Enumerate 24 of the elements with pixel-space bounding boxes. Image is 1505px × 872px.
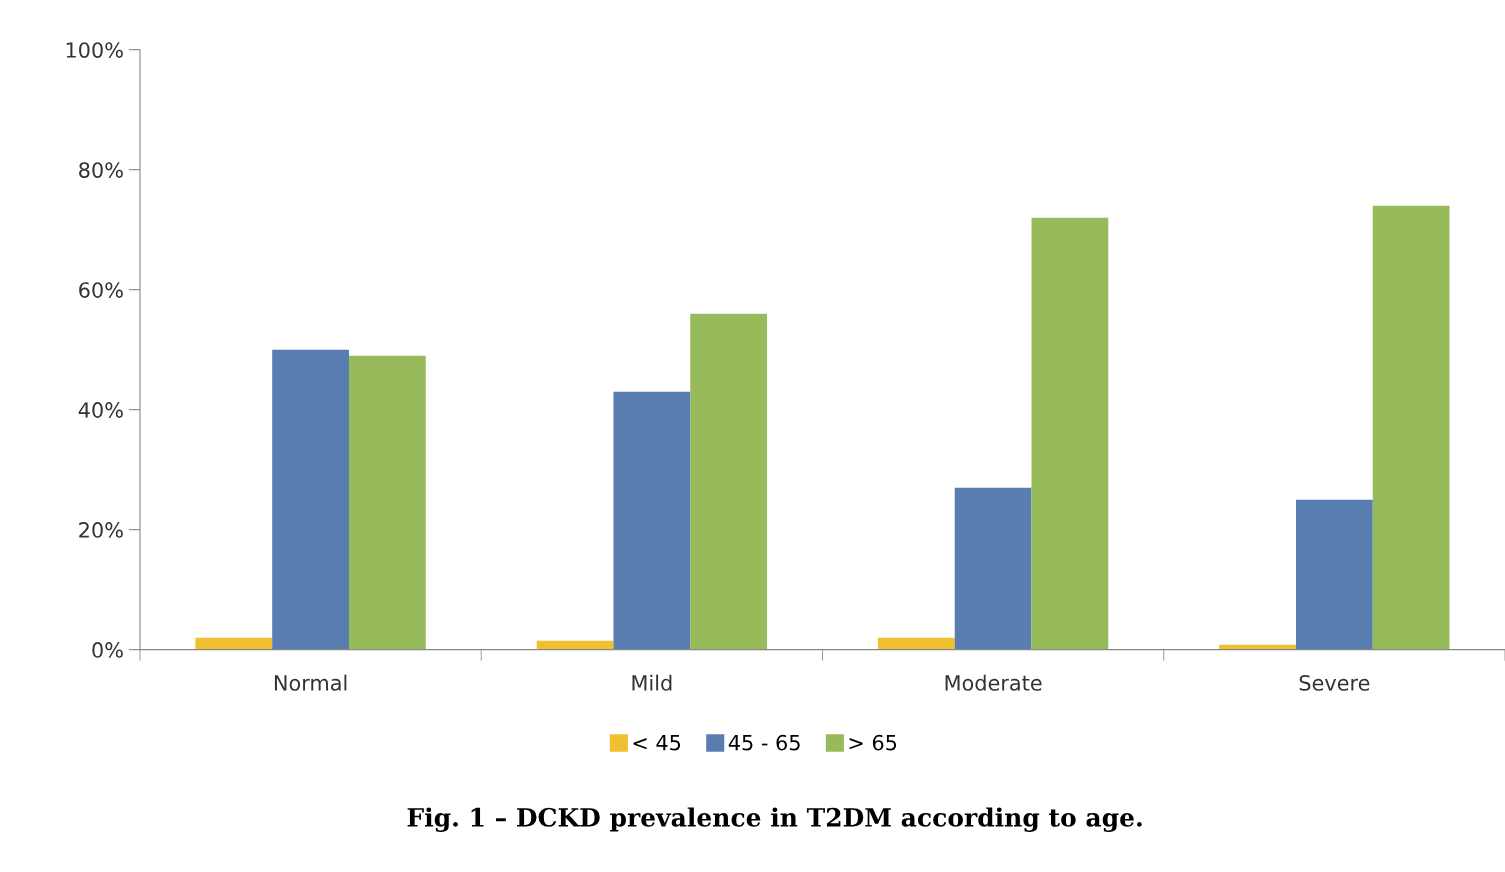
y-tick-label: 20% bbox=[79, 522, 123, 538]
x-tick-label: Mild bbox=[632, 674, 672, 691]
y-tick-label: 40% bbox=[78, 402, 123, 418]
y-tick-label: 80% bbox=[79, 162, 123, 178]
y-tick-label: 60% bbox=[79, 282, 123, 298]
legend-label: 45 - 65 bbox=[728, 734, 800, 751]
bar bbox=[272, 349, 349, 650]
caption: Fig. 1 – DCKD prevalence in T2DM according to age. bbox=[407, 807, 1142, 832]
x-tick-label: Normal bbox=[274, 674, 347, 691]
bar bbox=[195, 637, 273, 650]
bar bbox=[877, 637, 955, 650]
bar bbox=[613, 391, 691, 650]
y-tick-label: 0% bbox=[92, 642, 123, 658]
bar bbox=[1031, 217, 1109, 650]
bar bbox=[1295, 499, 1373, 650]
bar bbox=[1372, 205, 1450, 650]
bar bbox=[348, 355, 426, 650]
legend-label: > 65 bbox=[849, 734, 897, 751]
x-tick-label: Severe bbox=[1299, 675, 1370, 691]
x-tick-label: Moderate bbox=[945, 674, 1042, 691]
legend-label: < 45 bbox=[633, 735, 681, 751]
bar bbox=[954, 487, 1032, 650]
y-tick-label: 100% bbox=[66, 42, 123, 58]
bar bbox=[690, 313, 768, 650]
